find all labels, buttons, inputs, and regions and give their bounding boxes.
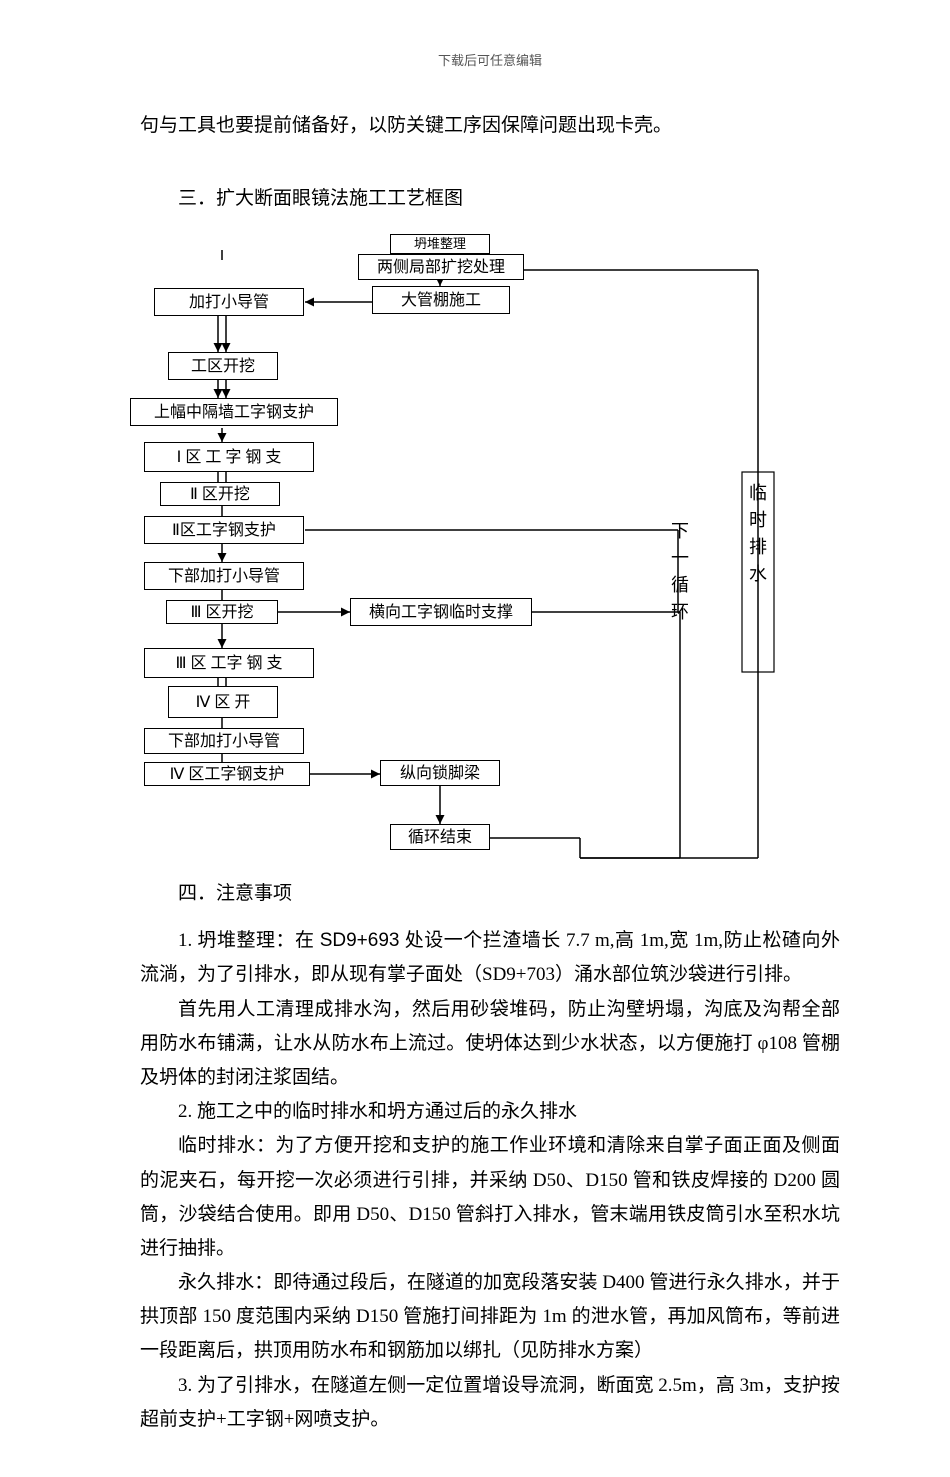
- section-3-title: 三．扩大断面眼镜法施工工艺框图: [140, 183, 840, 210]
- note-1-sd: SD9+693: [320, 930, 400, 951]
- node-iii-dig: Ⅲ 区开挖: [166, 600, 278, 624]
- node-i-support: Ⅰ 区 工 字 钢 支: [144, 442, 314, 472]
- node-loop-end: 循环结束: [390, 824, 490, 850]
- node-lock-beam: 纵向锁脚梁: [380, 760, 500, 786]
- note-3: 2. 施工之中的临时排水和坍方通过后的永久排水: [140, 1095, 840, 1129]
- node-ii-support: Ⅱ区工字钢支护: [144, 516, 304, 544]
- node-shed: 大管棚施工: [372, 286, 510, 314]
- node-iv-dig: Ⅳ 区 开: [168, 686, 278, 718]
- note-6: 3. 为了引排水，在隧道左侧一定位置增设导流洞，断面宽 2.5m，高 3m，支护…: [140, 1369, 840, 1437]
- note-4: 临时排水：为了方便开挖和支护的施工作业环境和清除来自掌子面正面及侧面的泥夹石，每…: [140, 1129, 840, 1266]
- node-ii-dig: Ⅱ 区开挖: [160, 482, 280, 506]
- note-1a: 1. 坍堆整理：在: [178, 930, 320, 951]
- node-iv-support: Ⅳ 区工字钢支护: [144, 762, 310, 786]
- note-5: 永久排水：即待通过段后，在隧道的加宽段落安装 D400 管进行永久排水，并于拱顶…: [140, 1266, 840, 1369]
- note-1: 1. 坍堆整理：在 SD9+693 处设一个拦渣墙长 7.7 m,高 1m,宽 …: [140, 924, 840, 992]
- label-next-cycle: 下一循环: [670, 518, 690, 626]
- node-side-expand: 两侧局部扩挖处理: [358, 254, 524, 280]
- node-tidy: 坍堆整理: [390, 234, 490, 254]
- paragraph-top: 句与工具也要提前储备好，以防关键工序因保障问题出现卡壳。: [140, 109, 840, 143]
- node-uppermid: 上幅中隔墙工字钢支护: [130, 398, 338, 426]
- note-2: 首先用人工清理成排水沟，然后用砂袋堆码，防止沟壁坍塌，沟底及沟帮全部用防水布铺满…: [140, 993, 840, 1096]
- node-zone-dig: 工区开挖: [168, 352, 278, 380]
- flowchart: 坍堆整理 两侧局部扩挖处理 大管棚施工 加打小导管 工区开挖 上幅中隔墙工字钢支…: [130, 230, 830, 870]
- node-lateral: 横向工字钢临时支撑: [350, 598, 532, 626]
- node-small-pipe: 加打小导管: [154, 288, 304, 316]
- label-temp-drain: 临时排水: [748, 480, 768, 588]
- section-4-title: 四．注意事项: [140, 878, 840, 905]
- header-note: 下载后可任意编辑: [140, 50, 840, 69]
- node-lower-small-2: 下部加打小导管: [144, 728, 304, 754]
- node-lower-small-1: 下部加打小导管: [144, 562, 304, 590]
- node-iii-support: Ⅲ 区 工字 钢 支: [144, 648, 314, 678]
